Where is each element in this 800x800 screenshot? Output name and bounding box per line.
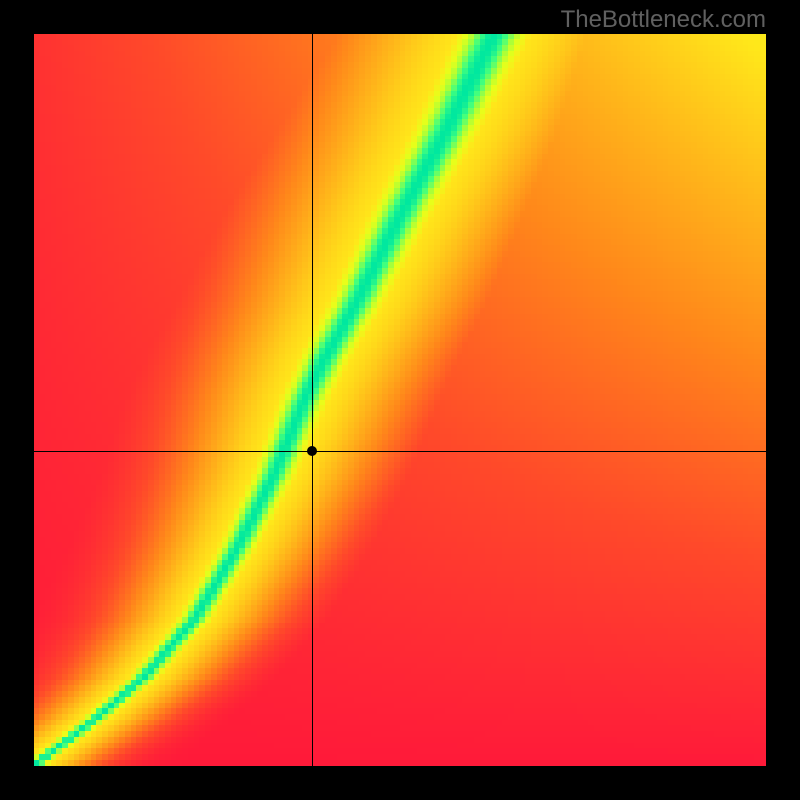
crosshair-horizontal (34, 451, 766, 452)
chart-container: TheBottleneck.com (0, 0, 800, 800)
crosshair-vertical (312, 34, 313, 766)
bottleneck-heatmap (34, 34, 766, 766)
watermark-text: TheBottleneck.com (561, 6, 766, 34)
